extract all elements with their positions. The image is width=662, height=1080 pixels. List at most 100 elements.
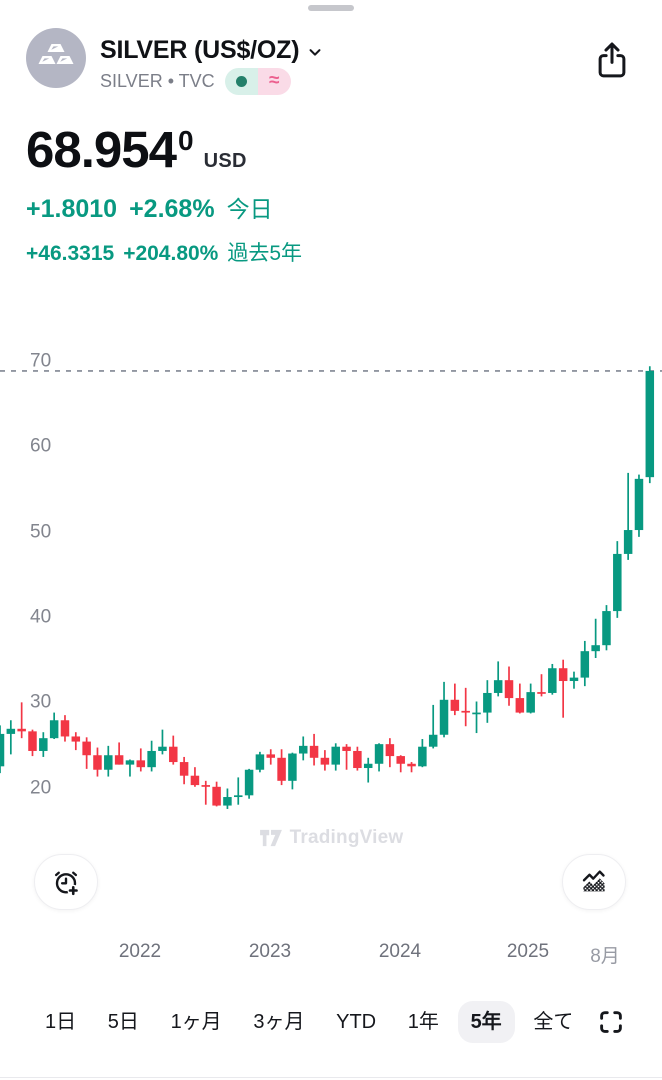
chart-area[interactable]: 70 60 50 40 30 20 (0, 350, 662, 850)
candle (342, 744, 351, 770)
symbol-exchange-label: SILVER • TVC (100, 71, 215, 91)
candle (0, 725, 5, 774)
period-button-5年[interactable]: 5年 (457, 1001, 515, 1043)
candle (558, 659, 568, 718)
candle (169, 735, 178, 765)
x-axis-label: 2022 (118, 941, 162, 962)
y-axis-label: 70 (30, 350, 52, 372)
candle (244, 768, 254, 799)
candle (418, 739, 427, 768)
candle (515, 683, 525, 714)
candle (548, 663, 557, 695)
candle (623, 472, 633, 560)
candle (28, 729, 37, 757)
candle (6, 720, 16, 755)
candle (212, 781, 221, 807)
candle (537, 674, 546, 697)
change-pct: +2.68% (129, 195, 215, 223)
candle (320, 750, 330, 771)
change-5y-abs: +46.3315 (26, 242, 115, 265)
candle (331, 743, 340, 771)
period-button-全て[interactable]: 全て (520, 1001, 586, 1043)
candle (255, 751, 265, 773)
candle (645, 366, 655, 484)
symbol-subtitle-row: SILVER • TVC ≈ (100, 68, 291, 95)
alarm-clock-plus-icon (51, 867, 81, 897)
change-period-label: 今日 (226, 196, 273, 222)
period-button-5日[interactable]: 5日 (95, 1001, 152, 1043)
candle (407, 762, 416, 773)
candle (363, 757, 373, 783)
last-price: 68.9540 (26, 121, 194, 178)
share-button[interactable] (590, 36, 634, 84)
y-axis-label: 50 (30, 521, 52, 543)
x-axis-label: 2024 (378, 941, 422, 962)
candle (526, 683, 535, 714)
candle (309, 733, 319, 766)
candle (483, 680, 492, 723)
change-abs: +1.8010 (26, 195, 118, 223)
period-button-YTD[interactable]: YTD (323, 1001, 389, 1043)
candlestick-chart[interactable] (0, 350, 662, 850)
y-axis-label: 20 (30, 777, 52, 799)
period-button-1日[interactable]: 1日 (32, 1001, 89, 1043)
page-title: SILVER (US$/OZ) (100, 36, 300, 64)
candle (385, 738, 395, 768)
silver-ingots-icon (36, 40, 76, 76)
tradingview-logo-icon (259, 828, 283, 848)
currency-label: USD (203, 150, 247, 172)
candle (493, 661, 503, 697)
candle (374, 743, 384, 772)
candle (602, 605, 611, 651)
period-button-1ヶ月[interactable]: 1ヶ月 (158, 1001, 235, 1043)
fullscreen-icon (596, 1007, 626, 1037)
candle (450, 683, 460, 716)
y-axis-label: 60 (30, 435, 52, 457)
candle (396, 755, 405, 773)
bottom-divider (0, 1077, 662, 1078)
candle (223, 788, 232, 809)
period-button-1年[interactable]: 1年 (395, 1001, 452, 1043)
candle (439, 681, 449, 738)
candle (93, 747, 102, 777)
candle (125, 759, 135, 777)
watermark: TradingView (0, 827, 662, 849)
x-axis-label: 2025 (506, 941, 550, 962)
last-price-fraction: 0 (178, 125, 194, 156)
chart-style-button[interactable] (562, 854, 626, 910)
candle (201, 780, 211, 805)
period-selector: 1日 5日 1ヶ月 3ヶ月 YTD 1年 5年 全て (0, 994, 662, 1050)
candle (298, 736, 308, 761)
sheet-grab-handle[interactable] (308, 5, 354, 11)
create-alert-button[interactable] (34, 854, 98, 910)
period-button-3ヶ月[interactable]: 3ヶ月 (240, 1001, 317, 1043)
area-chart-icon (579, 867, 609, 897)
candle (71, 732, 81, 751)
symbol-avatar (26, 28, 86, 88)
candle (634, 474, 644, 537)
candle (266, 749, 275, 765)
candle (461, 687, 470, 727)
candle (39, 732, 48, 757)
candle (591, 618, 600, 658)
delayed-data-icon: ≈ (257, 68, 291, 95)
change-today-row: +1.8010 +2.68% 今日 (26, 190, 273, 224)
candle (158, 729, 167, 755)
change-5y-label: 過去5年 (227, 242, 303, 265)
candle (179, 756, 189, 785)
candle (147, 740, 156, 772)
x-axis-label: 2023 (248, 941, 292, 962)
share-icon (593, 39, 631, 81)
fullscreen-button[interactable] (592, 1003, 630, 1041)
candle (277, 749, 286, 786)
x-axis-label: 8月 (590, 946, 620, 967)
candle (190, 767, 200, 787)
chevron-down-icon (306, 43, 324, 61)
candle (428, 704, 438, 749)
change-5y-row: +46.3315 +204.80% 過去5年 (26, 237, 302, 267)
y-axis-label: 40 (30, 606, 52, 628)
change-5y-pct: +204.80% (123, 242, 219, 265)
symbol-switcher[interactable]: SILVER (US$/OZ) (100, 36, 324, 65)
candle (504, 666, 514, 706)
candle (17, 702, 26, 739)
